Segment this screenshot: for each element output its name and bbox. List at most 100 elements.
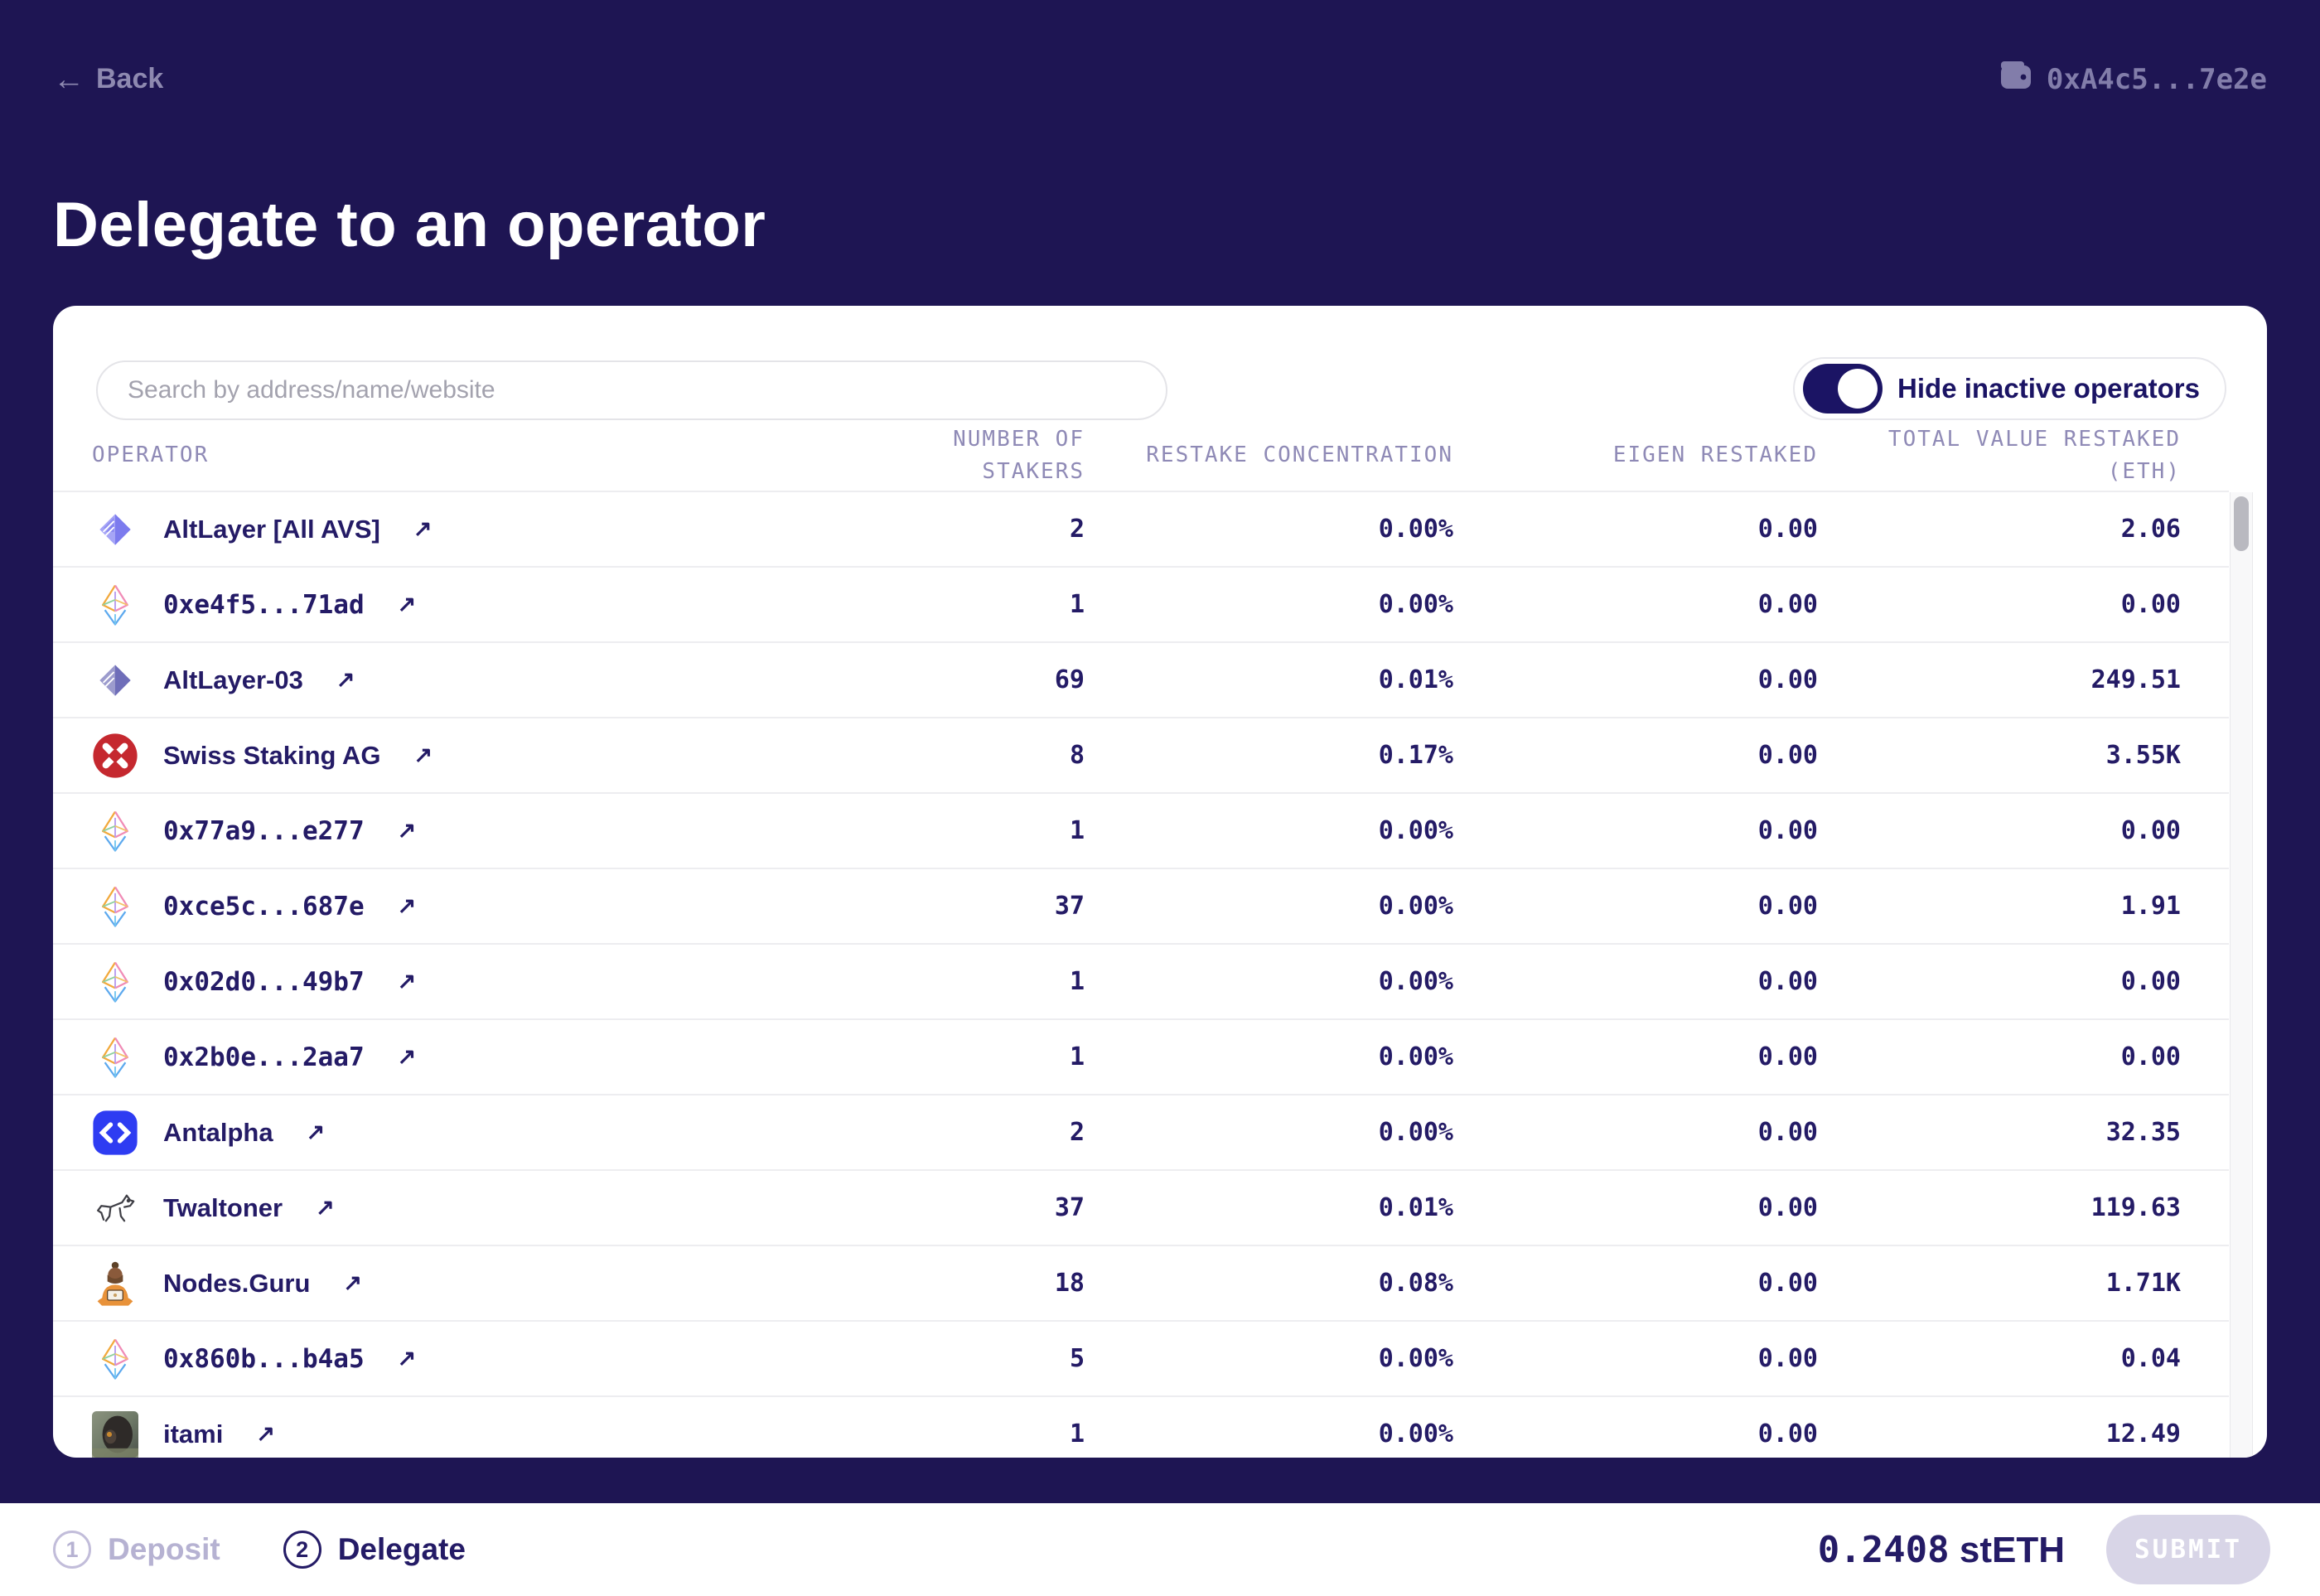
total-restaked-value: 0.00	[2120, 590, 2181, 619]
submit-button[interactable]: SUBMIT	[2106, 1515, 2270, 1584]
operator-name[interactable]: itami	[163, 1419, 224, 1448]
table-row[interactable]: 0xe4f5...71ad ↗ 1 0.00% 0.00 0.00	[53, 568, 2229, 643]
toggle-switch-icon[interactable]	[1803, 364, 1883, 414]
table-row[interactable]: 0xce5c...687e ↗ 37 0.00% 0.00 1.91	[53, 869, 2229, 945]
external-link-icon[interactable]: ↗	[306, 1120, 326, 1144]
table-row[interactable]: 0x77a9...e277 ↗ 1 0.00% 0.00 0.00	[53, 794, 2229, 869]
table-row[interactable]: AltLayer [All AVS] ↗ 2 0.00% 0.00 2.06	[53, 492, 2229, 568]
search-input[interactable]	[96, 360, 1167, 420]
operator-name[interactable]: AltLayer [All AVS]	[163, 514, 380, 544]
external-link-icon[interactable]: ↗	[397, 1346, 417, 1371]
operator-name[interactable]: 0xce5c...687e	[163, 891, 365, 921]
table-row[interactable]: Twaltoner ↗ 37 0.01% 0.00 119.63	[53, 1171, 2229, 1246]
total-restaked-value: 249.51	[2090, 665, 2181, 694]
stakers-value: 8	[1069, 741, 1085, 770]
eigen-restaked-value: 0.00	[1757, 892, 1818, 921]
total-restaked-value: 12.49	[2105, 1419, 2181, 1448]
eigen-restaked-value: 0.00	[1757, 590, 1818, 619]
eigen-restaked-value: 0.00	[1757, 1344, 1818, 1373]
stakers-value: 37	[1054, 892, 1085, 921]
eigen-restaked-value: 0.00	[1757, 665, 1818, 694]
total-restaked-value: 0.00	[2120, 1042, 2181, 1071]
external-link-icon[interactable]: ↗	[343, 1270, 363, 1295]
concentration-value: 0.01%	[1378, 665, 1453, 694]
external-link-icon[interactable]: ↗	[397, 893, 417, 918]
back-button[interactable]: ← Back	[53, 63, 163, 95]
operator-list-card: Hide inactive operators OPERATOR NUMBER …	[53, 306, 2267, 1458]
operator-name[interactable]: 0x860b...b4a5	[163, 1343, 365, 1374]
eth-icon	[92, 808, 138, 854]
concentration-value: 0.00%	[1378, 1042, 1453, 1071]
toggle-label: Hide inactive operators	[1897, 373, 2200, 404]
step-2-circle: 2	[283, 1531, 321, 1569]
stakers-value: 69	[1054, 665, 1085, 694]
total-restaked-value: 2.06	[2120, 515, 2181, 544]
eigen-restaked-value: 0.00	[1757, 1269, 1818, 1298]
step-1-label: Deposit	[108, 1532, 220, 1566]
table-row[interactable]: itami ↗ 1 0.00% 0.00 12.49	[53, 1397, 2229, 1458]
total-restaked-value: 0.00	[2120, 967, 2181, 996]
eth-icon	[92, 1034, 138, 1081]
table-row[interactable]: AltLayer-03 ↗ 69 0.01% 0.00 249.51	[53, 643, 2229, 718]
external-link-icon[interactable]: ↗	[256, 1421, 275, 1446]
external-link-icon[interactable]: ↗	[336, 667, 355, 692]
total-restaked-value: 0.00	[2120, 816, 2181, 845]
eigen-restaked-value: 0.00	[1757, 1118, 1818, 1147]
operator-name[interactable]: 0x77a9...e277	[163, 815, 365, 846]
external-link-icon[interactable]: ↗	[397, 592, 417, 617]
operator-name[interactable]: Antalpha	[163, 1117, 273, 1147]
table-row[interactable]: 0x860b...b4a5 ↗ 5 0.00% 0.00 0.04	[53, 1322, 2229, 1397]
table-row[interactable]: 0x2b0e...2aa7 ↗ 1 0.00% 0.00 0.00	[53, 1020, 2229, 1095]
concentration-value: 0.00%	[1378, 1344, 1453, 1373]
hide-inactive-toggle[interactable]: Hide inactive operators	[1793, 357, 2226, 420]
table-row[interactable]: 0x02d0...49b7 ↗ 1 0.00% 0.00 0.00	[53, 945, 2229, 1020]
external-link-icon[interactable]: ↗	[397, 969, 417, 994]
external-link-icon[interactable]: ↗	[397, 818, 417, 843]
external-link-icon[interactable]: ↗	[316, 1195, 335, 1220]
top-bar: ← Back 0xA4c5...7e2e	[53, 60, 2267, 99]
eigen-restaked-value: 0.00	[1757, 967, 1818, 996]
scrollbar-thumb[interactable]	[2234, 496, 2249, 551]
operator-name[interactable]: 0x2b0e...2aa7	[163, 1042, 365, 1072]
concentration-value: 0.00%	[1378, 1118, 1453, 1147]
table-row[interactable]: Antalpha ↗ 2 0.00% 0.00 32.35	[53, 1095, 2229, 1171]
operator-name[interactable]: Twaltoner	[163, 1192, 283, 1222]
operator-name[interactable]: AltLayer-03	[163, 665, 303, 694]
total-restaked-value: 0.04	[2120, 1344, 2181, 1373]
step-1-circle: 1	[53, 1531, 91, 1569]
eth-icon	[92, 582, 138, 628]
antalpha-icon	[92, 1110, 138, 1156]
concentration-value: 0.00%	[1378, 590, 1453, 619]
swiss-staking-icon	[92, 733, 138, 779]
external-link-icon[interactable]: ↗	[397, 1044, 417, 1069]
column-header-eigen: EIGEN RESTAKED	[1612, 443, 1818, 467]
wallet-address-chip[interactable]: 0xA4c5...7e2e	[1999, 60, 2267, 99]
concentration-value: 0.01%	[1378, 1193, 1453, 1222]
step-deposit: 1 Deposit	[53, 1531, 220, 1569]
stakers-value: 18	[1054, 1269, 1085, 1298]
eth-icon	[92, 959, 138, 1005]
eth-icon	[92, 1336, 138, 1382]
table-row[interactable]: Nodes.Guru ↗ 18 0.08% 0.00 1.71K	[53, 1246, 2229, 1322]
step-2-label: Delegate	[337, 1532, 466, 1566]
eigen-restaked-value: 0.00	[1757, 1193, 1818, 1222]
external-link-icon[interactable]: ↗	[413, 516, 433, 541]
step-indicator: 1 Deposit 2 Delegate	[53, 1531, 466, 1569]
concentration-value: 0.00%	[1378, 515, 1453, 544]
external-link-icon[interactable]: ↗	[413, 742, 433, 767]
operator-name[interactable]: 0xe4f5...71ad	[163, 589, 365, 620]
wallet-icon	[1999, 60, 2033, 99]
stakers-value: 1	[1069, 1419, 1085, 1448]
table-row[interactable]: Swiss Staking AG ↗ 8 0.17% 0.00 3.55K	[53, 718, 2229, 794]
operator-name[interactable]: Nodes.Guru	[163, 1268, 311, 1298]
dog-icon	[92, 1185, 138, 1231]
eigen-restaked-value: 0.00	[1757, 816, 1818, 845]
stakers-value: 37	[1054, 1193, 1085, 1222]
column-header-concentration: RESTAKE CONCENTRATION	[1146, 443, 1453, 467]
monkey-photo-icon	[92, 1410, 138, 1458]
eigen-restaked-value: 0.00	[1757, 741, 1818, 770]
operator-name[interactable]: 0x02d0...49b7	[163, 966, 365, 997]
operator-name[interactable]: Swiss Staking AG	[163, 740, 381, 770]
eigen-restaked-value: 0.00	[1757, 1042, 1818, 1071]
table-scrollbar[interactable]	[2230, 492, 2253, 1458]
